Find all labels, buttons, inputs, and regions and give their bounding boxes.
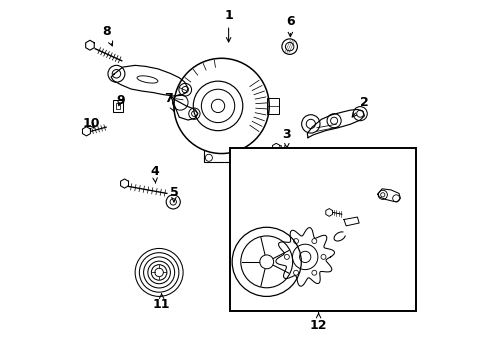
- Bar: [113, 100, 123, 112]
- Text: 10: 10: [82, 117, 100, 130]
- Text: 3: 3: [282, 128, 290, 148]
- Bar: [116, 103, 120, 109]
- Text: 7: 7: [164, 93, 174, 111]
- Text: 8: 8: [102, 25, 112, 46]
- Text: 5: 5: [169, 186, 178, 202]
- Text: 6: 6: [285, 15, 294, 37]
- Text: 4: 4: [150, 165, 159, 183]
- Text: 11: 11: [153, 294, 170, 311]
- Bar: [267, 98, 278, 114]
- Text: 9: 9: [116, 94, 124, 107]
- Text: 12: 12: [309, 313, 326, 332]
- Text: 2: 2: [351, 96, 368, 117]
- Bar: [230, 148, 415, 311]
- Text: 1: 1: [224, 9, 232, 42]
